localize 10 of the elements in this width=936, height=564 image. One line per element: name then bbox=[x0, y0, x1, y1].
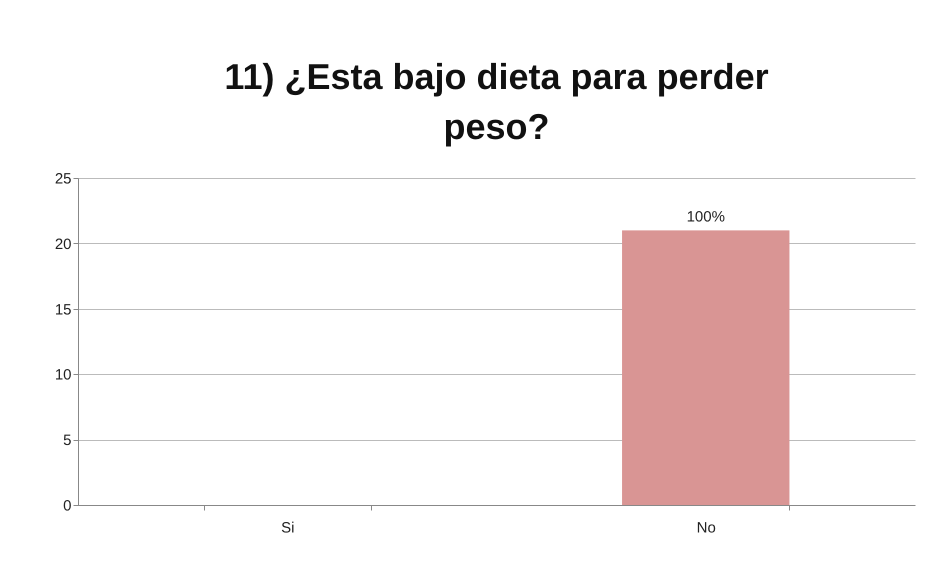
y-tick-label: 15 bbox=[54, 301, 72, 318]
x-tick-label: No bbox=[696, 520, 716, 536]
y-tick-label: 0 bbox=[63, 498, 72, 514]
y-tick-label: 5 bbox=[63, 432, 72, 450]
chart-title: 11) ¿Esta bajo dieta para perder peso? bbox=[224, 56, 769, 147]
x-tick-label: Si bbox=[281, 520, 294, 536]
y-tick-label: 20 bbox=[54, 236, 72, 253]
y-tick-label: 10 bbox=[54, 366, 72, 384]
y-tick-label: 25 bbox=[54, 170, 72, 188]
annotation: 100% bbox=[686, 208, 725, 226]
